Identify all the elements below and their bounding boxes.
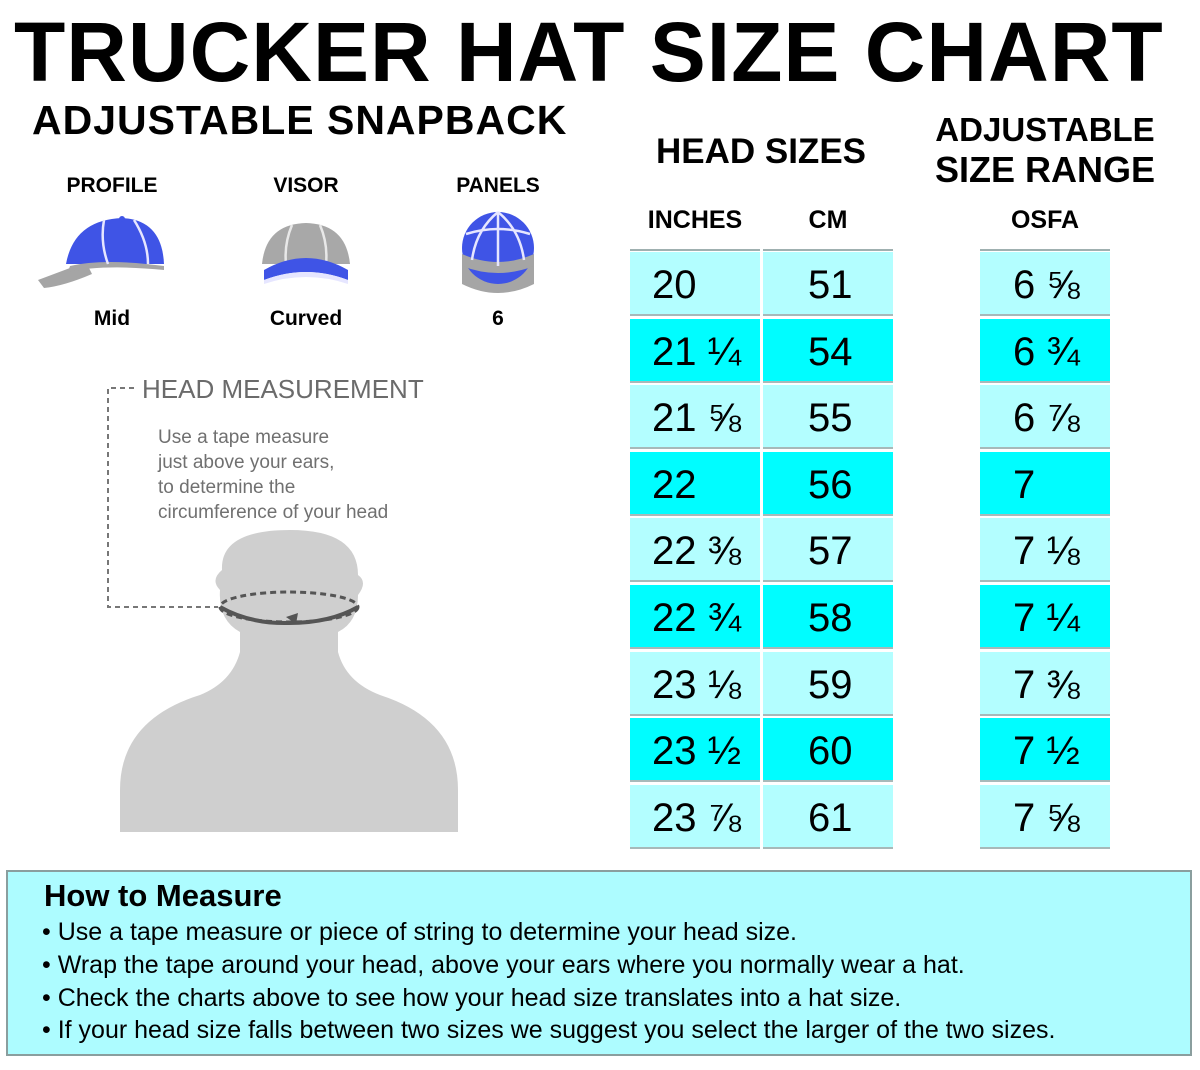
table-cell-inches: 20 (630, 252, 760, 316)
hat-visor-icon (262, 223, 350, 284)
spec-value-profile: Mid (93, 307, 131, 330)
page-title: TRUCKER HAT SIZE CHART (14, 5, 1164, 99)
tape-ring-front (219, 605, 359, 626)
column-rule-cm (763, 249, 893, 251)
spec-value-panels: 6 (492, 307, 504, 330)
spec-label-profile: PROFILE (66, 174, 158, 197)
table-cell-cm: 60 (763, 718, 893, 782)
head-measurement-line-4: circumference of your head (158, 502, 389, 523)
table-cell-cm: 56 (763, 452, 893, 516)
how-to-measure-item-4: • If your head size falls between two si… (42, 1016, 1056, 1044)
column-rule-osfa (980, 249, 1110, 251)
table-cell-cm: 59 (763, 652, 893, 716)
how-to-measure-box: How to Measure • Use a tape measure or p… (6, 870, 1192, 1056)
spec-label-panels: PANELS (456, 174, 540, 197)
hat-profile-icon (38, 216, 164, 288)
table-cell-cm: 57 (763, 518, 893, 582)
size-range-title: ADJUSTABLE SIZE RANGE (925, 110, 1165, 190)
page-subtitle: ADJUSTABLE SNAPBACK (32, 97, 568, 143)
how-to-measure-item-3: • Check the charts above to see how your… (42, 984, 902, 1012)
size-range-title-line-2: SIZE RANGE (934, 149, 1156, 190)
table-cell-inches: 22 ¾ (630, 585, 760, 649)
how-to-measure-item-1: • Use a tape measure or piece of string … (42, 918, 797, 946)
head-measurement-illustration (107, 387, 458, 832)
head-silhouette (120, 530, 458, 832)
table-cell-inches: 22 ⅜ (630, 518, 760, 582)
how-to-measure-title: How to Measure (44, 878, 282, 913)
column-rule-inches (630, 249, 760, 251)
table-cell-osfa: 6 ¾ (980, 319, 1110, 383)
tape-arrow-icon (286, 613, 298, 624)
table-cell-cm: 58 (763, 585, 893, 649)
size-range-title-line-1: ADJUSTABLE (935, 111, 1155, 148)
how-to-measure-item-2: • Wrap the tape around your head, above … (42, 951, 965, 979)
table-cell-osfa: 7 ⅛ (980, 518, 1110, 582)
column-header-cm: CM (808, 206, 848, 234)
table-cell-inches: 23 ½ (630, 718, 760, 782)
table-cell-osfa: 6 ⅝ (980, 252, 1110, 316)
head-measurement-title: HEAD MEASUREMENT (142, 374, 424, 404)
table-cell-cm: 61 (763, 785, 893, 849)
table-cell-inches: 23 ⅛ (630, 652, 760, 716)
hat-panels-icon (462, 211, 534, 293)
guide-line (107, 387, 218, 608)
head-sizes-title: HEAD SIZES (655, 132, 867, 171)
table-cell-osfa: 7 ⅜ (980, 652, 1110, 716)
table-cell-inches: 23 ⅞ (630, 785, 760, 849)
table-cell-cm: 55 (763, 385, 893, 449)
head-measurement-line-3: to determine the (158, 477, 296, 498)
table-cell-inches: 21 ⅝ (630, 385, 760, 449)
table-cell-osfa: 6 ⅞ (980, 385, 1110, 449)
spec-value-visor: Curved (269, 307, 343, 330)
head-measurement-line-2: just above your ears, (158, 452, 335, 473)
table-cell-osfa: 7 ¼ (980, 585, 1110, 649)
table-cell-osfa: 7 (980, 452, 1110, 516)
table-cell-osfa: 7 ⅝ (980, 785, 1110, 849)
column-header-inches: INCHES (647, 206, 743, 234)
table-cell-inches: 21 ¼ (630, 319, 760, 383)
table-cell-cm: 54 (763, 319, 893, 383)
spec-label-visor: VISOR (273, 174, 339, 197)
table-cell-osfa: 7 ½ (980, 718, 1110, 782)
table-cell-cm: 51 (763, 252, 893, 316)
column-header-osfa: OSFA (1010, 206, 1080, 234)
table-cell-inches: 22 (630, 452, 760, 516)
head-measurement-line-1: Use a tape measure (158, 427, 330, 448)
